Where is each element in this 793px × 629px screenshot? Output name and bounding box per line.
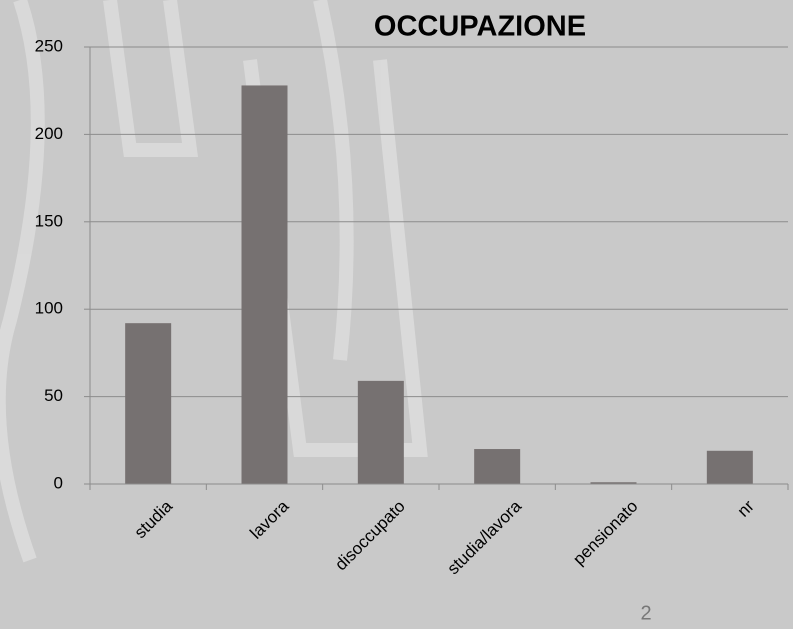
y-tick-label: 150	[35, 211, 63, 230]
y-tick-label: 200	[35, 124, 63, 143]
y-tick-label: 0	[54, 473, 63, 492]
y-tick-label: 100	[35, 299, 63, 318]
bar	[590, 482, 637, 484]
chart-title: OCCUPAZIONE	[374, 11, 586, 43]
bar	[706, 450, 753, 484]
y-tick-label: 50	[44, 386, 63, 405]
bar	[357, 380, 404, 484]
y-tick-label: 250	[35, 36, 63, 55]
bar	[125, 323, 172, 484]
decor-stroke	[313, 0, 354, 361]
decor-stroke	[103, 0, 198, 157]
bar	[241, 85, 288, 485]
slide-number: 2	[640, 602, 651, 624]
bar	[474, 449, 521, 484]
decor-stroke	[0, 0, 45, 563]
